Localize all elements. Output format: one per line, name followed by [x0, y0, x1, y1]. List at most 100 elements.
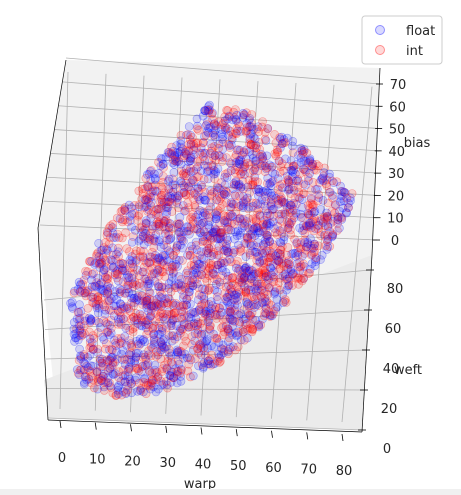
- point-float: [243, 300, 252, 309]
- point-float: [213, 260, 223, 270]
- point-int: [142, 296, 151, 306]
- point-int: [247, 110, 256, 119]
- point-float: [227, 211, 237, 220]
- x-tick-label: 0: [58, 451, 66, 466]
- point-int: [143, 181, 152, 190]
- point-float: [189, 188, 199, 198]
- point-int: [257, 281, 267, 291]
- point-float: [283, 185, 293, 195]
- point-float: [159, 342, 168, 352]
- point-int: [264, 298, 274, 308]
- point-int: [218, 344, 227, 354]
- point-float: [233, 216, 242, 226]
- point-float: [249, 224, 259, 233]
- point-int: [195, 339, 205, 349]
- point-int: [159, 216, 168, 225]
- point-int: [132, 246, 141, 256]
- grid-line-z: [62, 81, 380, 107]
- point-int: [128, 232, 138, 241]
- point-int: [251, 198, 261, 208]
- point-int: [295, 257, 304, 267]
- point-float: [164, 257, 173, 266]
- point-int: [145, 234, 154, 243]
- point-int: [88, 375, 98, 385]
- point-int: [93, 248, 103, 257]
- point-float: [138, 336, 147, 345]
- point-float: [192, 114, 202, 124]
- z-tick-label: 60: [389, 100, 406, 115]
- point-float: [328, 231, 338, 241]
- point-float: [127, 259, 137, 269]
- legend: float int: [361, 15, 443, 65]
- point-float: [261, 238, 271, 247]
- point-float: [248, 269, 258, 279]
- point-float: [200, 161, 209, 170]
- point-int: [259, 289, 269, 298]
- point-float: [297, 195, 307, 204]
- point-float: [204, 231, 213, 240]
- x-tick-mark: [59, 420, 62, 429]
- point-float: [127, 222, 136, 232]
- point-float: [117, 355, 127, 364]
- point-float: [225, 301, 234, 310]
- point-float: [205, 324, 214, 334]
- point-int: [294, 273, 303, 283]
- point-int: [141, 274, 151, 284]
- point-float: [148, 221, 158, 231]
- grid-line-x: [200, 79, 221, 416]
- point-float: [191, 314, 201, 323]
- point-int: [114, 367, 124, 377]
- point-int: [190, 203, 200, 212]
- point-int: [238, 269, 247, 279]
- point-int: [325, 188, 334, 197]
- point-float: [116, 337, 126, 346]
- point-float: [135, 282, 144, 291]
- point-int: [309, 248, 319, 258]
- point-float: [248, 202, 258, 211]
- point-float: [212, 250, 222, 260]
- point-int: [126, 377, 135, 386]
- point-float: [270, 224, 279, 233]
- point-float: [299, 262, 309, 271]
- point-float: [165, 248, 175, 257]
- point-int: [83, 303, 93, 313]
- point-int: [336, 212, 346, 222]
- point-int: [303, 201, 313, 210]
- point-float: [135, 334, 145, 344]
- point-int: [162, 364, 172, 374]
- point-int: [92, 366, 102, 376]
- point-int: [167, 321, 177, 331]
- point-float: [241, 314, 250, 324]
- point-int: [145, 313, 155, 322]
- point-float: [269, 191, 278, 200]
- point-int: [289, 161, 299, 171]
- point-int: [227, 199, 237, 208]
- point-float: [239, 327, 248, 337]
- point-float: [231, 177, 241, 187]
- point-float: [81, 270, 91, 280]
- point-float: [290, 249, 300, 258]
- point-float: [212, 210, 222, 220]
- point-int: [248, 177, 258, 187]
- point-int: [239, 163, 249, 172]
- point-float: [174, 280, 183, 289]
- point-float: [145, 288, 155, 298]
- point-float: [97, 354, 107, 364]
- point-int: [310, 241, 320, 251]
- point-float: [112, 347, 121, 356]
- point-float: [201, 337, 210, 347]
- point-int: [236, 155, 245, 164]
- point-int: [221, 122, 230, 132]
- point-int: [85, 318, 95, 327]
- point-float: [103, 327, 113, 337]
- point-int: [133, 313, 142, 323]
- point-float: [76, 354, 85, 363]
- point-float: [251, 185, 261, 195]
- point-int: [290, 234, 299, 244]
- point-float: [279, 236, 288, 245]
- point-int: [181, 336, 191, 346]
- point-float: [220, 246, 229, 255]
- point-int: [261, 303, 271, 312]
- point-int: [164, 230, 173, 240]
- point-float: [263, 188, 273, 197]
